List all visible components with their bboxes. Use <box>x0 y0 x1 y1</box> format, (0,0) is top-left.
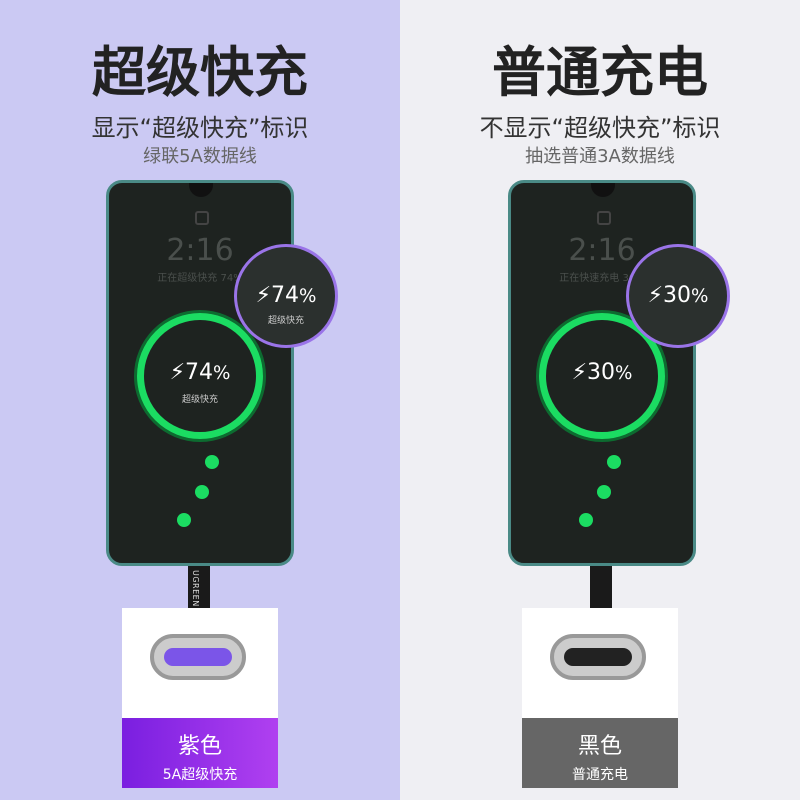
color-name: 黑色 <box>577 734 622 759</box>
charge-percent: ⚡30% <box>571 360 633 385</box>
color-label: 黑色 普通充电 <box>522 718 678 788</box>
magnifier-circle: ⚡74% 超级快充 <box>234 244 338 348</box>
cable: UGREEN <box>188 566 210 616</box>
usb-c-connector-icon <box>150 634 246 680</box>
charge-percent-zoom: ⚡74% <box>255 283 317 308</box>
dot <box>579 513 593 527</box>
dot <box>597 485 611 499</box>
lock-icon <box>195 211 209 225</box>
subtitle: 显示“超级快充”标识 <box>91 114 309 142</box>
dot <box>205 455 219 469</box>
cable-brand: UGREEN <box>191 570 200 607</box>
cable <box>590 566 612 616</box>
charging-ring: ⚡74% 超级快充 <box>137 313 263 439</box>
dot <box>177 513 191 527</box>
dot <box>607 455 621 469</box>
phone: 2:16 正在快速充电 30% ⚡30% <box>508 180 696 566</box>
connector-card: 紫色 5A超级快充 <box>122 608 278 788</box>
subtitle: 不显示“超级快充”标识 <box>479 114 721 142</box>
usb-c-connector-icon <box>550 634 646 680</box>
color-label: 紫色 5A超级快充 <box>122 718 278 788</box>
caption: 绿联5A数据线 <box>143 146 257 167</box>
lock-icon <box>597 211 611 225</box>
title: 超级快充 <box>92 41 308 104</box>
charge-mode-zoom: 超级快充 <box>267 316 304 326</box>
color-sub: 普通充电 <box>572 767 628 783</box>
charging-status: 正在超级快充 74% <box>157 273 243 284</box>
camera-notch <box>591 183 615 197</box>
left-panel: 超级快充 显示“超级快充”标识 绿联5A数据线 2:16 正在超级快充 74% … <box>0 0 400 800</box>
charge-mode: 超级快充 <box>181 395 218 405</box>
clock: 2:16 <box>166 233 234 268</box>
clock: 2:16 <box>568 233 636 268</box>
caption: 抽选普通3A数据线 <box>525 146 675 167</box>
charge-percent-zoom: ⚡30% <box>647 283 709 308</box>
camera-notch <box>189 183 213 197</box>
phone: 2:16 正在超级快充 74% ⚡74% 超级快充 <box>106 180 294 566</box>
charging-status: 正在快速充电 30% <box>559 273 645 284</box>
magnifier-circle: ⚡30% <box>626 244 730 348</box>
right-panel: 普通充电 不显示“超级快充”标识 抽选普通3A数据线 2:16 正在快速充电 3… <box>400 0 800 800</box>
color-sub: 5A超级快充 <box>162 767 238 783</box>
color-name: 紫色 <box>177 734 222 759</box>
connector-card: 黑色 普通充电 <box>522 608 678 788</box>
charge-percent: ⚡74% <box>169 360 231 385</box>
charging-ring: ⚡30% <box>539 313 665 439</box>
dot <box>195 485 209 499</box>
title: 普通充电 <box>492 41 708 104</box>
